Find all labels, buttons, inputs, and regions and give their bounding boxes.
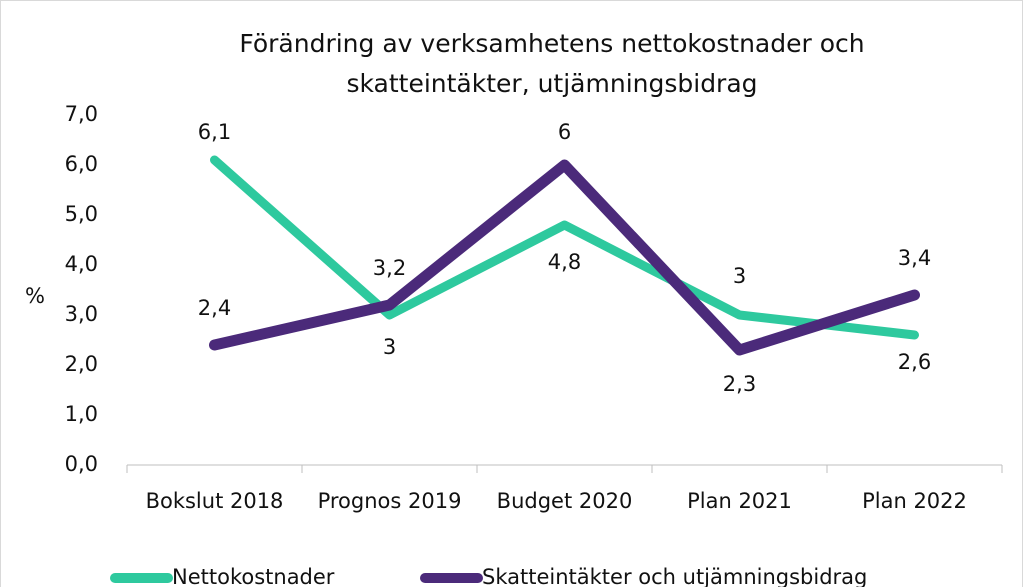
chart-title: skatteintäkter, utjämningsbidrag [346, 69, 757, 98]
y-tick-label: 3,0 [65, 302, 98, 326]
data-label: 4,8 [548, 250, 581, 274]
y-tick-label: 0,0 [65, 452, 98, 476]
x-tick-label: Bokslut 2018 [146, 489, 284, 513]
legend-label: Nettokostnader [172, 565, 335, 587]
x-tick-label: Plan 2022 [862, 489, 967, 513]
y-tick-label: 6,0 [65, 152, 98, 176]
series-line [209, 159, 920, 356]
x-tick-label: Prognos 2019 [318, 489, 462, 513]
y-tick-label: 7,0 [65, 102, 98, 126]
data-label: 2,3 [723, 372, 756, 396]
y-tick-label: 1,0 [65, 402, 98, 426]
chart-title: Förändring av verksamhetens nettokostnad… [239, 29, 864, 58]
series-line [210, 155, 919, 340]
y-tick-label: 2,0 [65, 352, 98, 376]
data-label: 3,2 [373, 256, 406, 280]
data-label: 2,6 [898, 350, 931, 374]
y-tick-label: 4,0 [65, 252, 98, 276]
data-label: 6 [558, 120, 571, 144]
data-label: 6,1 [198, 120, 231, 144]
legend-label: Skatteintäkter och utjämningsbidrag [482, 565, 867, 587]
x-tick-label: Budget 2020 [497, 489, 633, 513]
y-axis-label: % [25, 284, 45, 308]
y-tick-label: 5,0 [65, 202, 98, 226]
data-label: 2,4 [198, 296, 231, 320]
data-label: 3,4 [898, 246, 931, 270]
data-label: 3 [383, 335, 396, 359]
data-label: 3 [733, 264, 746, 288]
x-tick-label: Plan 2021 [687, 489, 792, 513]
